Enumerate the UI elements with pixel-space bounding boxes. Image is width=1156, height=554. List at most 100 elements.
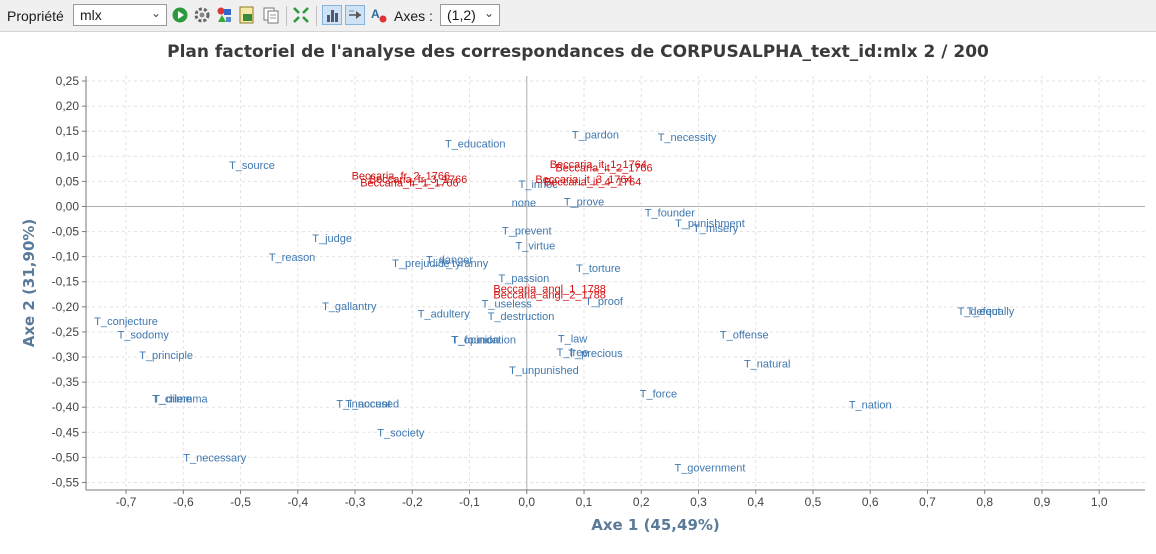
x-tick-label: 0,2 xyxy=(633,495,650,509)
column-point-label: T_free xyxy=(557,347,589,359)
column-point-label: T_founder xyxy=(645,207,695,219)
row-point-label: Beccaria_fr_2_1766 xyxy=(352,170,450,182)
column-point-label: T_judge xyxy=(312,233,352,245)
label-toggle-icon[interactable] xyxy=(345,5,365,25)
column-point-label: T_necessary xyxy=(183,452,246,464)
chevron-down-icon: ⌄ xyxy=(483,6,494,20)
y-tick-label: 0,00 xyxy=(56,199,80,213)
column-point-label: T_offense xyxy=(720,329,769,341)
column-point-label: T_dilemma xyxy=(153,394,208,406)
y-tick-label: -0,20 xyxy=(52,300,80,314)
row-point-label: Beccaria_angl_2_1788 xyxy=(493,289,606,301)
y-tick-label: 0,25 xyxy=(56,74,80,88)
x-tick-label: 0,9 xyxy=(1034,495,1051,509)
x-tick-label: -0,5 xyxy=(230,495,251,509)
x-tick-label: -0,7 xyxy=(116,495,137,509)
toolbar: Propriété mlx ⌄ A Axes : (1,2) ⌄ xyxy=(0,0,1156,32)
chart-title: Plan factoriel de l'analyse des correspo… xyxy=(167,42,989,62)
column-point-label: none xyxy=(512,197,536,209)
chevron-down-icon: ⌄ xyxy=(150,6,161,20)
column-point-label: T_society xyxy=(377,427,425,439)
property-select[interactable]: mlx ⌄ xyxy=(73,4,167,26)
column-point-label: T_punishment xyxy=(675,218,745,230)
column-point-label: T_foundation xyxy=(452,334,516,346)
property-select-value: mlx xyxy=(80,7,102,23)
column-point-label: T_government xyxy=(674,462,745,474)
row-point-label: Beccaria_fr_3_1766 xyxy=(369,174,467,186)
column-point-label: T_innoc xyxy=(519,179,559,191)
row-point-label: Beccaria_it_3_1764 xyxy=(535,174,632,186)
x-tick-label: 0,7 xyxy=(919,495,936,509)
column-point-label: T_equally xyxy=(967,306,1015,318)
column-point-label: T_force xyxy=(640,389,677,401)
column-point-label: T_crime xyxy=(152,394,192,406)
y-tick-label: -0,05 xyxy=(52,225,80,239)
column-point-label: T_sodomy xyxy=(118,329,170,341)
x-tick-label: 0,8 xyxy=(976,495,993,509)
column-point-label: T_opinion xyxy=(451,334,499,346)
column-point-label: T_proof xyxy=(585,296,624,308)
column-point-label: T_misery xyxy=(693,223,739,235)
column-point-label: T_reason xyxy=(269,252,315,264)
column-point-label: T_prevent xyxy=(502,226,552,238)
y-tick-label: -0,40 xyxy=(52,400,80,414)
x-tick-label: 0,4 xyxy=(747,495,764,509)
column-point-label: T_pardon xyxy=(572,130,619,142)
row-point-label: Beccaria_angl_1_1788 xyxy=(493,283,606,295)
y-tick-label: -0,15 xyxy=(52,275,80,289)
x-tick-label: -0,3 xyxy=(345,495,366,509)
column-point-label: T_nation xyxy=(849,400,892,412)
y-tick-label: 0,20 xyxy=(56,99,80,113)
column-point-label: T_passion xyxy=(499,273,550,285)
column-point-label: T_gallantry xyxy=(322,301,377,313)
axes-select[interactable]: (1,2) ⌄ xyxy=(440,4,500,26)
play-icon[interactable] xyxy=(171,6,189,24)
column-point-label: T_prove xyxy=(564,196,604,208)
column-point-label: T_tyranny xyxy=(439,258,488,270)
bar-toggle-icon[interactable] xyxy=(322,5,342,25)
column-point-label: T_destruction xyxy=(488,311,555,323)
column-point-label: T_law xyxy=(558,333,587,345)
row-point-label: Beccaria_fr_1_1766 xyxy=(360,177,458,189)
x-axis-label: Axe 1 (45,49%) xyxy=(591,516,720,534)
svg-text:A: A xyxy=(371,7,380,21)
y-tick-label: -0,45 xyxy=(52,425,80,439)
x-tick-label: 0,1 xyxy=(576,495,593,509)
column-point-label: T_accused xyxy=(345,399,399,411)
fit-icon[interactable] xyxy=(292,6,310,24)
x-tick-label: 0,3 xyxy=(690,495,707,509)
column-point-label: T_necessity xyxy=(658,132,717,144)
x-tick-label: 0,5 xyxy=(805,495,822,509)
x-tick-label: -0,2 xyxy=(402,495,423,509)
font-icon[interactable]: A xyxy=(370,6,388,24)
column-point-label: T_prejudice xyxy=(392,258,449,270)
settings-icon[interactable] xyxy=(193,6,211,24)
column-point-label: T_defect xyxy=(958,306,1001,318)
y-tick-label: -0,50 xyxy=(52,450,80,464)
column-point-label: T_natural xyxy=(744,359,790,371)
column-point-label: T_torture xyxy=(576,263,621,275)
axes-select-value: (1,2) xyxy=(447,7,476,23)
column-point-label: T_danger xyxy=(426,255,473,267)
column-point-label: T_precious xyxy=(568,348,623,360)
y-tick-label: -0,55 xyxy=(52,475,80,489)
row-point-label: Beccaria_it_4_1764 xyxy=(544,176,641,188)
export-icon[interactable] xyxy=(238,6,256,24)
property-label: Propriété xyxy=(7,8,64,24)
x-tick-label: -0,6 xyxy=(173,495,194,509)
column-point-label: T_innocent xyxy=(336,399,390,411)
x-tick-label: -0,1 xyxy=(459,495,480,509)
y-tick-label: -0,25 xyxy=(52,325,80,339)
y-axis-label: Axe 2 (31,90%) xyxy=(20,219,38,348)
y-tick-label: -0,30 xyxy=(52,350,80,364)
column-point-label: T_useless xyxy=(482,298,533,310)
axes-label: Axes : xyxy=(394,8,433,24)
column-point-label: T_adultery xyxy=(418,308,470,320)
y-tick-label: -0,35 xyxy=(52,375,80,389)
copy-icon[interactable] xyxy=(262,6,280,24)
column-point-label: T_education xyxy=(445,139,506,151)
row-point-label: Beccaria_it_2_1766 xyxy=(555,162,652,174)
shapes-icon[interactable] xyxy=(215,6,233,24)
row-point-label: Beccaria_it_1_1764 xyxy=(550,159,647,171)
